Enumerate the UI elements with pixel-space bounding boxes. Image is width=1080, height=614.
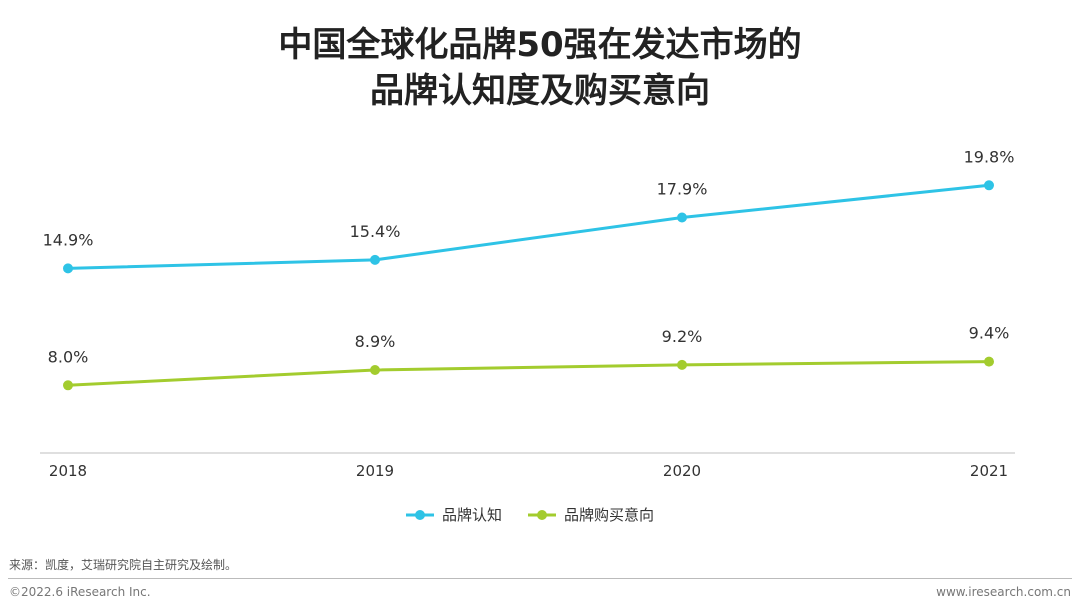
data-point-0-1 [370,254,380,265]
data-point-1-2 [677,359,687,370]
data-label-0-3: 19.8% [964,147,1015,166]
data-label-1-1: 8.9% [355,332,396,351]
legend-marker-0 [415,510,425,520]
chart-title-line-2: 品牌认知度及购买意向 [370,71,710,111]
series-line-0 [67,183,990,270]
series-line-1 [67,360,990,387]
x-tick-labels: 2018 2019 2020 2021 [49,462,1008,480]
data-label-0-1: 15.4% [350,222,401,241]
legend-marker-1 [537,510,547,520]
copyright-text: ©2022.6 iResearch Inc. [9,585,151,599]
website-link[interactable]: www.iresearch.com.cn [936,585,1071,599]
data-label-0-2: 17.9% [657,180,708,199]
data-label-0-0: 14.9% [43,230,94,249]
x-tick-label-2021: 2021 [970,462,1008,480]
data-point-1-0 [63,380,73,391]
legend: 品牌认知 品牌购买意向 [406,506,654,524]
data-point-1-3 [984,356,994,367]
data-label-1-0: 8.0% [48,347,89,366]
data-label-1-2: 9.2% [662,327,703,346]
chart-title: 中国全球化品牌50强在发达市场的 品牌认知度及购买意向 [0,22,1080,114]
legend-label-1: 品牌购买意向 [564,506,654,524]
data-point-0-3 [984,180,994,191]
footer-divider [8,578,1072,579]
data-label-1-3: 9.4% [969,324,1010,343]
chart-title-line-1: 中国全球化品牌50强在发达市场的 [278,25,802,65]
data-point-0-2 [677,212,687,223]
data-point-1-1 [370,365,380,375]
x-tick-label-2019: 2019 [356,462,394,480]
series-layer: 14.9% 15.4% 17.9% 19.8% 8.0% 8.9% 9.2% 9.4% [43,147,1015,391]
data-point-0-0 [63,263,73,274]
legend-label-0: 品牌认知 [442,506,502,524]
source-note: 来源：凯度，艾瑞研究院自主研究及绘制。 [9,558,238,572]
x-tick-label-2020: 2020 [663,462,701,480]
x-tick-label-2018: 2018 [49,462,87,480]
